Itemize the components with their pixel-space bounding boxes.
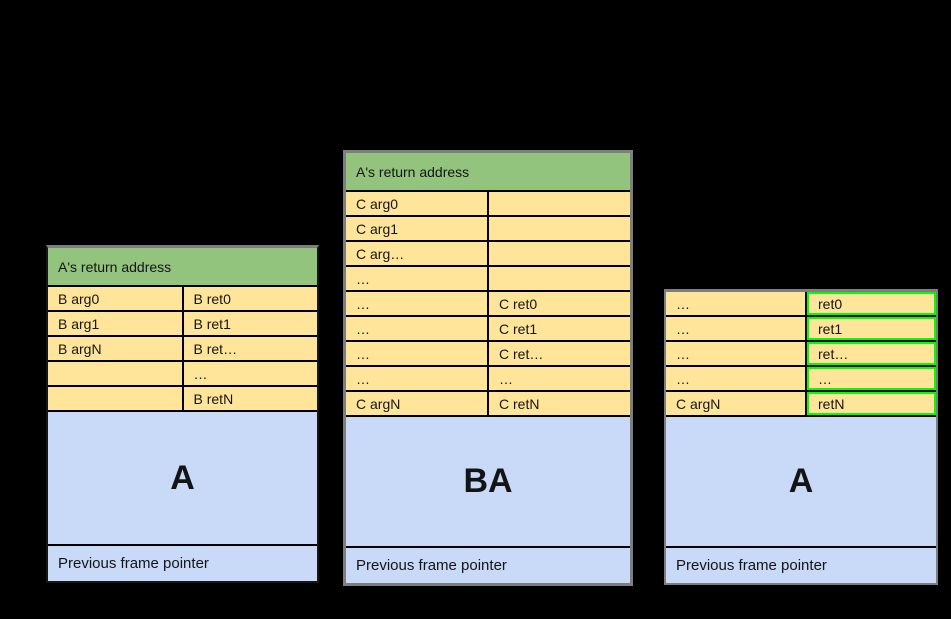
frame-label: A bbox=[788, 462, 814, 500]
ret-cell-slot: ret1 bbox=[805, 317, 936, 340]
ret-cell: … bbox=[487, 367, 630, 390]
ret-cell-slot: retN bbox=[805, 392, 936, 415]
arg-cell: B arg1 bbox=[48, 312, 182, 335]
ret-cell: C retN bbox=[487, 392, 630, 415]
ret-cell: B retN bbox=[181, 387, 317, 410]
ret-cell: C ret1 bbox=[487, 317, 630, 340]
arg-cell: C arg1 bbox=[346, 217, 487, 240]
table-row: C arg0 bbox=[346, 192, 630, 217]
ret-cell: … bbox=[181, 362, 317, 385]
table-row: B retN bbox=[48, 387, 317, 412]
table-row: … C ret… bbox=[346, 342, 630, 367]
ret-cell: C ret… bbox=[487, 342, 630, 365]
table-row: C arg… bbox=[346, 242, 630, 267]
table-row: … ret0 bbox=[666, 292, 936, 317]
arg-cell: … bbox=[346, 367, 487, 390]
arg-cell: C argN bbox=[666, 392, 805, 415]
stack-table-middle: A's return address C arg0 C arg1 C arg… … bbox=[343, 150, 633, 586]
table-row: … … bbox=[666, 367, 936, 392]
frame-body: A bbox=[48, 412, 317, 544]
table-row: … … bbox=[346, 367, 630, 392]
table-row: C argN C retN bbox=[346, 392, 630, 417]
ret-cell-slot: … bbox=[805, 367, 936, 390]
highlighted-ret-cell: ret1 bbox=[807, 317, 936, 340]
highlighted-ret-cell: ret… bbox=[807, 342, 936, 365]
table-row: … ret… bbox=[666, 342, 936, 367]
table-row: … C ret0 bbox=[346, 292, 630, 317]
table-row: … bbox=[346, 267, 630, 292]
return-address-header: A's return address bbox=[48, 248, 317, 287]
arg-cell: C argN bbox=[346, 392, 487, 415]
highlighted-ret-cell: retN bbox=[807, 392, 936, 415]
table-row: B argN B ret… bbox=[48, 337, 317, 362]
ret-cell bbox=[487, 242, 630, 265]
previous-frame-pointer-row: Previous frame pointer bbox=[48, 544, 317, 581]
arg-cell: … bbox=[666, 292, 805, 315]
previous-frame-pointer-row: Previous frame pointer bbox=[666, 546, 936, 583]
arg-cell: … bbox=[346, 292, 487, 315]
arg-cell: … bbox=[346, 317, 487, 340]
arg-cell: C arg0 bbox=[346, 192, 487, 215]
arg-cell: … bbox=[346, 267, 487, 290]
arg-cell bbox=[48, 362, 182, 385]
table-row: … bbox=[48, 362, 317, 387]
ret-cell: B ret1 bbox=[181, 312, 317, 335]
arg-cell: … bbox=[346, 342, 487, 365]
arg-cell: C arg… bbox=[346, 242, 487, 265]
ret-cell: C ret0 bbox=[487, 292, 630, 315]
arg-cell: B argN bbox=[48, 337, 182, 360]
table-row: B arg0 B ret0 bbox=[48, 287, 317, 312]
arg-cell: B arg0 bbox=[48, 287, 182, 310]
table-row: C argN retN bbox=[666, 392, 936, 417]
ret-cell: B ret0 bbox=[181, 287, 317, 310]
ret-cell bbox=[487, 267, 630, 290]
ret-cell-slot: ret0 bbox=[805, 292, 936, 315]
frame-body: A bbox=[666, 417, 936, 546]
frame-body: BA bbox=[346, 417, 630, 546]
ret-cell: B ret… bbox=[181, 337, 317, 360]
table-row: C arg1 bbox=[346, 217, 630, 242]
highlighted-ret-cell: ret0 bbox=[807, 292, 936, 315]
frame-label: BA bbox=[463, 462, 513, 500]
ret-cell bbox=[487, 217, 630, 240]
highlighted-ret-cell: … bbox=[807, 367, 936, 390]
stack-table-right: … ret0 … ret1 … ret… … … C argN r bbox=[664, 289, 938, 585]
ret-cell bbox=[487, 192, 630, 215]
arg-cell bbox=[48, 387, 182, 410]
table-row: … ret1 bbox=[666, 317, 936, 342]
arg-cell: … bbox=[666, 317, 805, 340]
stack-table-left: A's return address B arg0 B ret0 B arg1 … bbox=[46, 245, 319, 583]
return-address-header: A's return address bbox=[346, 153, 630, 192]
table-row: … C ret1 bbox=[346, 317, 630, 342]
frame-label: A bbox=[170, 458, 195, 497]
arg-cell: … bbox=[666, 342, 805, 365]
ret-cell-slot: ret… bbox=[805, 342, 936, 365]
table-row: B arg1 B ret1 bbox=[48, 312, 317, 337]
arg-cell: … bbox=[666, 367, 805, 390]
previous-frame-pointer-row: Previous frame pointer bbox=[346, 546, 630, 583]
